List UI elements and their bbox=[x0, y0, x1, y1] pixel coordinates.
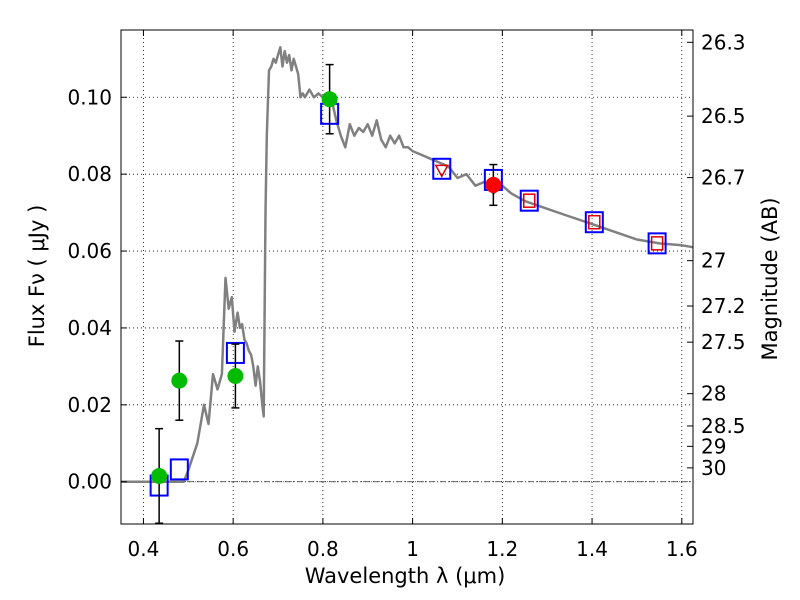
y-tick-label: 0.06 bbox=[67, 239, 112, 263]
x-tick-label: 0.8 bbox=[307, 537, 339, 561]
plot-frame bbox=[120, 29, 694, 525]
y-tick-label: 0.00 bbox=[67, 470, 112, 494]
magnitude-tick-label: 27.2 bbox=[701, 294, 746, 318]
x-tick-label: 0.6 bbox=[217, 537, 249, 561]
axis-ticks: 0.4 0.6 0.8 1 1.2 1.4 1.6 0.00 0.02 0.04 0.06 0.08 0… bbox=[67, 30, 746, 561]
y-tick-label: 0.08 bbox=[67, 162, 112, 186]
sed-line bbox=[121, 46, 694, 483]
magnitude-tick-label: 26.5 bbox=[701, 104, 746, 128]
model-photometry-square bbox=[519, 189, 539, 212]
model-photometry-inner-square bbox=[650, 236, 664, 251]
model-photometry-inner-square bbox=[588, 214, 601, 230]
magnitude-axis-label: Magnitude (AB) bbox=[758, 197, 782, 360]
x-tick-label: 1.6 bbox=[666, 537, 698, 561]
upper-limit-triangle bbox=[434, 164, 450, 178]
y-tick-label: 0.10 bbox=[67, 85, 112, 109]
magnitude-tick-label: 28 bbox=[701, 382, 726, 406]
y-tick-label: 0.02 bbox=[67, 393, 112, 417]
magnitude-tick-label: 29 bbox=[701, 434, 726, 458]
x-axis-label: Wavelength λ (μm) bbox=[305, 564, 506, 588]
magnitude-tick-label: 30 bbox=[701, 456, 726, 480]
model-photometry-square bbox=[647, 232, 667, 255]
observed-flux-point bbox=[321, 91, 338, 108]
x-tick-label: 0.4 bbox=[128, 537, 160, 561]
model-photometry-inner-square bbox=[523, 193, 536, 208]
grid bbox=[121, 30, 693, 524]
observed-flux-point bbox=[151, 467, 168, 484]
observed-flux-point bbox=[485, 176, 502, 193]
model-photometry-square bbox=[432, 157, 452, 180]
y-tick-label: 0.04 bbox=[67, 316, 112, 340]
observed-flux-point bbox=[227, 367, 244, 384]
model-photometry-square bbox=[169, 458, 189, 481]
magnitude-tick-label: 27.5 bbox=[701, 330, 746, 354]
magnitude-tick-label: 28.5 bbox=[701, 414, 746, 438]
photometry-markers bbox=[149, 63, 667, 524]
model-photometry-square bbox=[584, 211, 604, 234]
magnitude-tick-label: 27 bbox=[701, 249, 726, 273]
x-tick-label: 1.4 bbox=[576, 537, 608, 561]
magnitude-tick-label: 26.3 bbox=[701, 30, 746, 54]
x-tick-label: 1.2 bbox=[486, 537, 518, 561]
observed-flux-point bbox=[171, 372, 188, 389]
model-sed-curve bbox=[121, 46, 694, 483]
magnitude-tick-label: 26.7 bbox=[701, 166, 746, 190]
x-tick-label: 1 bbox=[406, 537, 419, 561]
y-axis-label: Flux Fν ( μJy ) bbox=[25, 205, 49, 348]
